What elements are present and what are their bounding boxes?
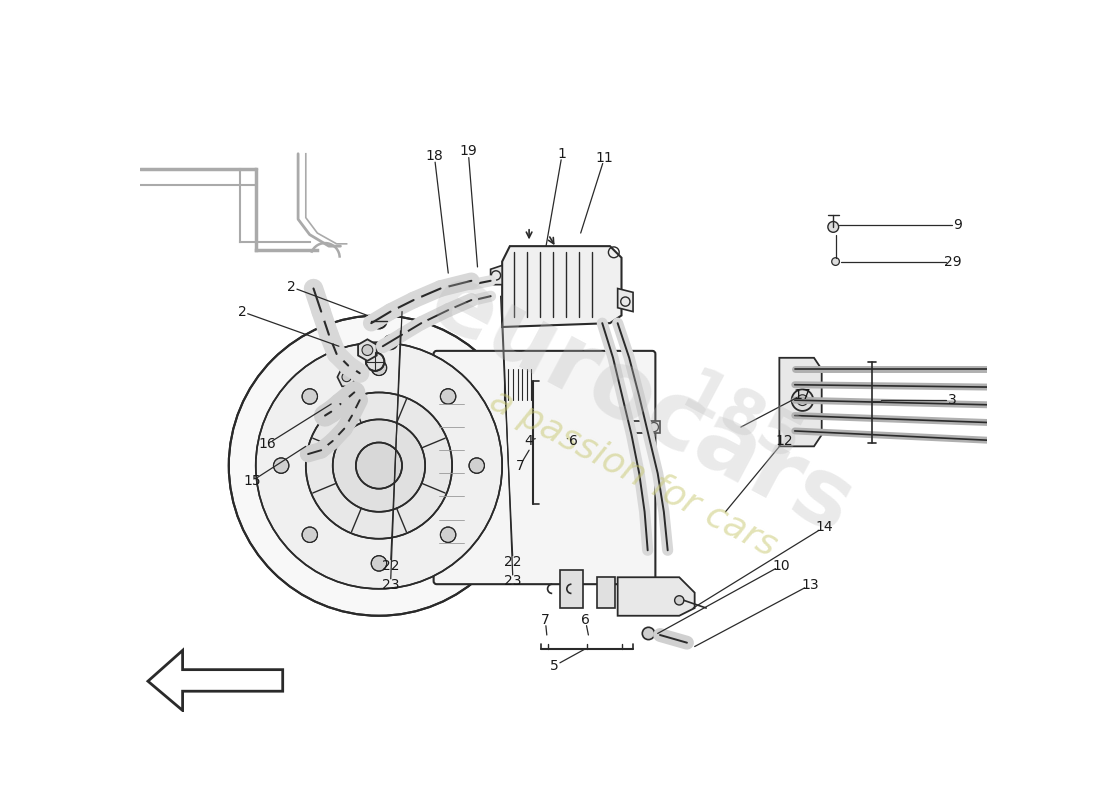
Text: eurocars: eurocars	[414, 254, 868, 554]
Text: 13: 13	[801, 578, 820, 592]
Text: 9: 9	[954, 218, 962, 232]
Circle shape	[440, 389, 455, 404]
Text: 19: 19	[460, 145, 477, 158]
Circle shape	[828, 222, 838, 232]
Circle shape	[674, 596, 684, 605]
Text: 1: 1	[558, 146, 566, 161]
Circle shape	[274, 458, 289, 474]
Circle shape	[255, 342, 502, 589]
Circle shape	[332, 419, 425, 512]
Text: 6: 6	[581, 613, 590, 626]
Circle shape	[372, 360, 387, 375]
Polygon shape	[618, 289, 634, 312]
Circle shape	[798, 394, 807, 406]
Text: 5: 5	[550, 659, 559, 673]
Circle shape	[302, 527, 318, 542]
Polygon shape	[359, 339, 376, 361]
Text: 3: 3	[948, 393, 957, 407]
Circle shape	[372, 313, 387, 329]
Polygon shape	[618, 578, 695, 616]
Polygon shape	[491, 266, 502, 285]
Text: 6: 6	[569, 434, 578, 448]
Polygon shape	[338, 368, 356, 386]
Text: 11: 11	[596, 150, 614, 165]
Polygon shape	[502, 246, 622, 327]
Text: 185: 185	[671, 363, 811, 475]
Text: 12: 12	[776, 434, 793, 448]
Circle shape	[229, 315, 529, 616]
Text: 18: 18	[426, 149, 443, 163]
Circle shape	[469, 458, 484, 474]
Text: 22: 22	[382, 558, 399, 573]
Circle shape	[302, 389, 318, 404]
Text: 15: 15	[243, 474, 261, 488]
Text: 10: 10	[772, 558, 790, 573]
Text: 23: 23	[382, 578, 399, 592]
Circle shape	[792, 390, 813, 411]
Circle shape	[306, 393, 452, 538]
Text: 4: 4	[524, 434, 532, 448]
Text: 29: 29	[944, 254, 961, 269]
Polygon shape	[597, 578, 615, 608]
FancyBboxPatch shape	[433, 351, 656, 584]
Text: 7: 7	[541, 613, 550, 626]
Text: 2: 2	[238, 305, 246, 318]
Circle shape	[642, 627, 654, 640]
Circle shape	[440, 527, 455, 542]
Text: a passion for cars: a passion for cars	[484, 383, 782, 563]
Circle shape	[384, 335, 397, 350]
Text: 16: 16	[258, 437, 276, 451]
Polygon shape	[779, 358, 822, 446]
Text: 23: 23	[504, 574, 521, 588]
Text: 22: 22	[504, 555, 521, 569]
Polygon shape	[634, 421, 660, 434]
Circle shape	[356, 442, 403, 489]
Circle shape	[342, 373, 351, 382]
Text: 2: 2	[287, 280, 296, 294]
Text: 14: 14	[815, 520, 833, 534]
Text: 17: 17	[793, 388, 812, 402]
Circle shape	[832, 258, 839, 266]
Polygon shape	[560, 570, 583, 608]
Text: 7: 7	[516, 458, 525, 473]
Circle shape	[362, 345, 373, 355]
Circle shape	[366, 353, 384, 371]
Circle shape	[372, 556, 387, 571]
